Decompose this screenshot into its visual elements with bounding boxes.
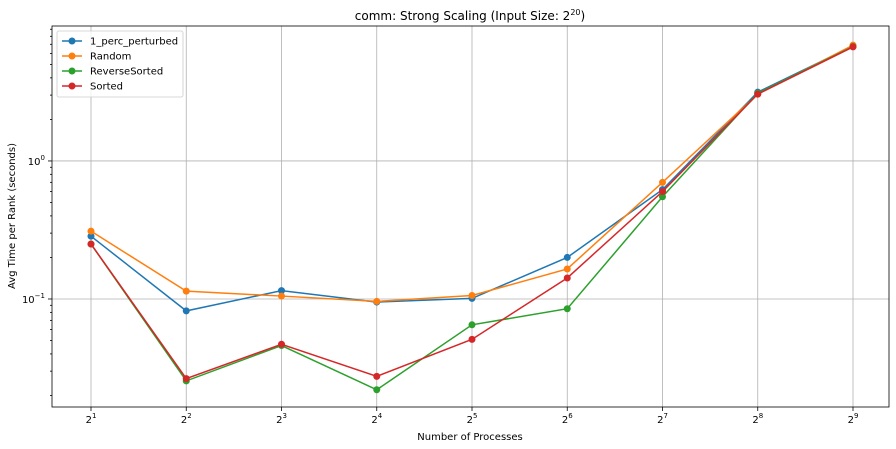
legend: 1_perc_perturbed Random ReverseSorted Sorte… [56,30,184,98]
data-point [182,287,190,295]
data-point [659,193,666,201]
data-point [373,372,381,380]
data-point [849,43,857,51]
data-point [373,297,381,305]
data-point [278,287,285,295]
data-point [278,340,285,348]
legend-marker [68,37,76,45]
legend-item: 1_perc_perturbed [62,37,178,48]
data-point [563,274,571,282]
data-point [563,253,571,261]
data-point [754,90,762,98]
data-point [87,232,95,240]
x-tick-label: 29 [848,412,859,426]
legend-label: 1_perc_perturbed [90,37,178,48]
x-tick-label: 23 [276,412,287,426]
legend-box [56,30,184,98]
tick-layer: 21 22 23 24 25 26 27 28 29 10−1 100 [22,28,859,426]
x-tick-label: 22 [181,412,192,426]
data-point [278,292,285,300]
y-tick-label: 10−1 [22,292,45,306]
legend-item: Random [62,52,131,63]
legend-marker [68,52,76,60]
chart-title: comm: Strong Scaling (Input Size: 220) [355,8,585,23]
legend-label: Random [90,52,131,63]
legend-label: ReverseSorted [90,67,163,78]
data-point [659,188,666,196]
data-point [468,335,476,343]
x-axis-label: Number of Processes [417,432,522,443]
data-point [182,307,190,315]
x-tick-label: 24 [371,412,382,426]
y-axis-label: Avg Time per Rank (seconds) [7,143,18,289]
data-point [182,375,190,383]
data-point [563,265,571,273]
data-point [87,240,95,248]
data-point [87,227,95,235]
x-tick-label: 21 [86,412,97,426]
data-point [468,321,476,329]
x-tick-label: 27 [657,412,668,426]
legend-item: Sorted [62,82,123,93]
x-tick-label: 25 [467,412,478,426]
grid [52,26,889,407]
y-tick-label: 100 [28,154,45,168]
data-point [373,386,381,394]
legend-label: Sorted [90,82,123,93]
data-point [468,291,476,299]
data-point [659,178,666,186]
data-point [563,305,571,313]
series-layer [87,41,857,394]
plot-area-frame [51,25,890,408]
x-tick-label: 26 [562,412,573,426]
series-Sorted [87,43,857,383]
legend-item: ReverseSorted [62,67,163,78]
legend-marker [68,82,76,90]
x-tick-label: 28 [752,412,763,426]
legend-marker [68,67,76,75]
